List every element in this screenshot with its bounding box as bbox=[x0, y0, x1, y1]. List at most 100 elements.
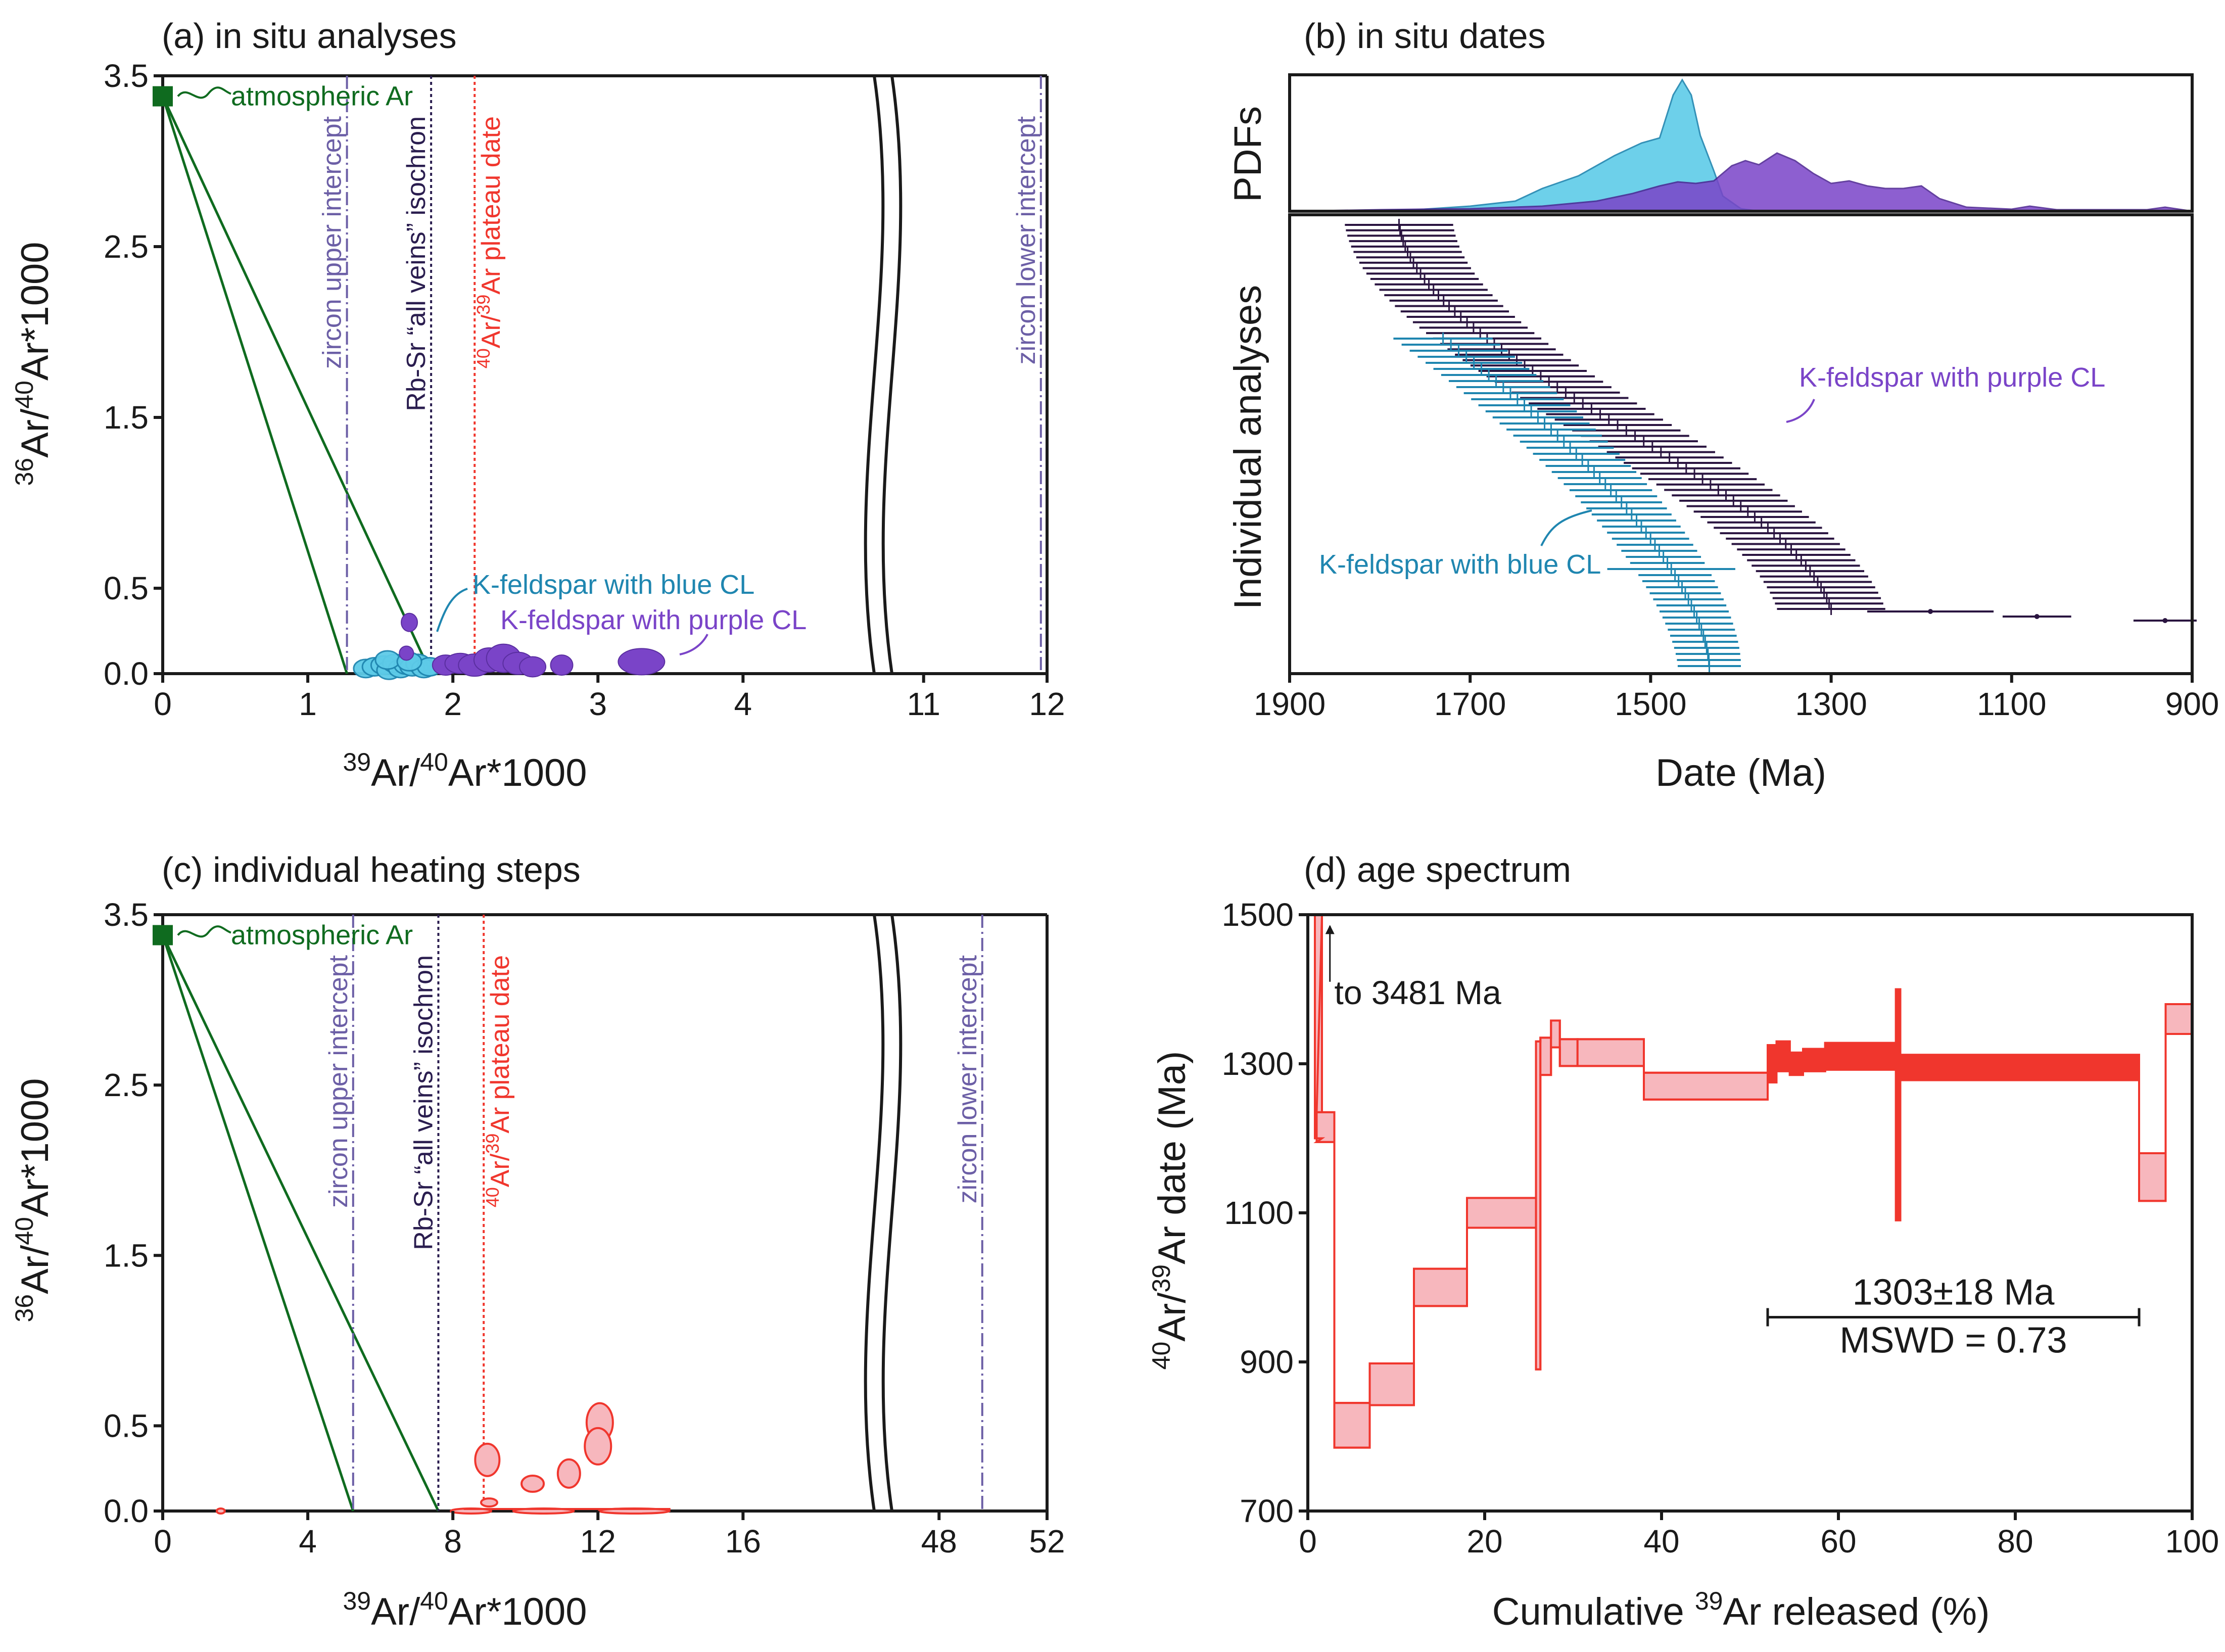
x-tick-label: 1500 bbox=[1615, 686, 1686, 722]
age-step bbox=[1576, 1038, 1645, 1067]
x-tick-label: 48 bbox=[921, 1523, 957, 1560]
y-tick-label: 700 bbox=[1240, 1493, 1294, 1529]
age-step bbox=[1824, 1042, 1897, 1071]
panel-b-ticks: 1900 1700 1500 1300 1100 900 bbox=[1254, 674, 2219, 722]
plateau-mswd-label: MSWD = 0.73 bbox=[1839, 1320, 2067, 1361]
heating-step-point bbox=[480, 1497, 498, 1508]
age-step bbox=[1899, 1054, 2140, 1081]
purple-cl-label: K-feldspar with purple CL bbox=[500, 605, 807, 635]
panel-d: (d) age spectrum to 3481 Ma 1303±18 Ma MSW… bbox=[1147, 850, 2219, 1633]
axis-break-left bbox=[864, 75, 885, 674]
age-step bbox=[1550, 1019, 1561, 1049]
mixing-line bbox=[161, 934, 440, 1512]
atmospheric-ar-leader bbox=[177, 925, 231, 938]
x-tick-label: 1 bbox=[299, 686, 317, 722]
y-tick-label: 2.5 bbox=[104, 1067, 149, 1103]
atmospheric-ar-label: atmospheric Ar bbox=[231, 81, 413, 112]
panel-b-pdf-label: PDFs bbox=[1226, 106, 1269, 202]
mixing-line bbox=[161, 96, 433, 675]
atmospheric-ar-label: atmospheric Ar bbox=[231, 920, 413, 950]
axis-break-left bbox=[864, 914, 885, 1512]
panel-c-marks: zircon upper intercept Rb-Sr “all veins” … bbox=[153, 915, 983, 1515]
x-tick-label: 8 bbox=[444, 1523, 462, 1560]
y-tick-label: 1100 bbox=[1224, 1195, 1294, 1231]
zircon-upper-intercept-label: zircon upper intercept bbox=[324, 955, 353, 1208]
purple-cl-point bbox=[519, 656, 547, 678]
blue-cl-label: K-feldspar with blue CL bbox=[1319, 549, 1601, 580]
age-step bbox=[1413, 1267, 1468, 1307]
purple-cl-point bbox=[399, 645, 414, 661]
age-step bbox=[1558, 1038, 1579, 1067]
x-tick-label: 3 bbox=[589, 686, 607, 722]
panel-d-ylabel: 40Ar/39Ar date (Ma) bbox=[1147, 1051, 1194, 1370]
purple-cl-point bbox=[2162, 618, 2168, 623]
arrow-note-label: to 3481 Ma bbox=[1335, 974, 1502, 1011]
heating-step-point bbox=[584, 1427, 612, 1466]
panel-a-title: (a) in situ analyses bbox=[162, 16, 457, 56]
plateau-age-label: 1303±18 Ma bbox=[1853, 1272, 2055, 1313]
pdf-purple-cl bbox=[1289, 152, 2193, 212]
x-tick-label: 0 bbox=[1299, 1523, 1317, 1560]
y-tick-label: 1300 bbox=[1222, 1046, 1294, 1082]
panel-a: (a) in situ analyses zircon upper interc… bbox=[10, 16, 1065, 794]
purple-cl-point bbox=[550, 654, 574, 676]
panel-a-marks: zircon upper intercept Rb-Sr “all veins” … bbox=[153, 76, 1042, 680]
mixing-line bbox=[161, 96, 348, 674]
y-tick-label: 3.5 bbox=[104, 896, 149, 933]
plateau-date-label: 40Ar/39Ar plateau date bbox=[482, 955, 515, 1207]
panel-c-ylabel: 36Ar/40Ar*1000 bbox=[10, 1078, 57, 1322]
age-step bbox=[1788, 1051, 1804, 1076]
zircon-lower-intercept-label: zircon lower intercept bbox=[953, 955, 982, 1203]
purple-cl-point bbox=[1928, 609, 1933, 614]
y-tick-label: 0.5 bbox=[104, 1407, 149, 1444]
x-tick-label: 1700 bbox=[1434, 686, 1506, 722]
x-tick-label: 0 bbox=[154, 686, 172, 722]
x-tick-label: 900 bbox=[2165, 686, 2219, 722]
atmospheric-ar-marker bbox=[153, 925, 173, 946]
blue-cl-point bbox=[374, 650, 401, 670]
individual-frame bbox=[1288, 213, 2194, 675]
x-tick-label: 40 bbox=[1643, 1523, 1679, 1560]
rbsr-isochron-label: Rb-Sr “all veins” isochron bbox=[409, 955, 438, 1250]
pdf-frame bbox=[1288, 73, 2194, 213]
panel-d-marks: to 3481 Ma 1303±18 Ma MSWD = 0.73 bbox=[1313, 914, 2193, 1449]
x-tick-label: 80 bbox=[1997, 1523, 2033, 1560]
panel-c: (c) individual heating steps zircon uppe… bbox=[10, 850, 1065, 1633]
blue-cl-leader bbox=[436, 588, 468, 632]
x-tick-label: 12 bbox=[580, 1523, 616, 1560]
x-tick-label: 4 bbox=[734, 686, 752, 722]
y-tick-label: 2.5 bbox=[104, 228, 149, 265]
panel-b-marks: K-feldspar with purple CL K-feldspar with… bbox=[1289, 78, 2197, 672]
panel-b-xlabel: Date (Ma) bbox=[1655, 751, 1826, 794]
heating-step-point bbox=[474, 1442, 501, 1477]
spectrum-outline-top bbox=[1315, 914, 2192, 1404]
x-tick-label: 1300 bbox=[1795, 686, 1867, 722]
x-tick-label: 1900 bbox=[1254, 686, 1325, 722]
purple-cl-point bbox=[2034, 614, 2040, 619]
x-tick-label: 11 bbox=[907, 686, 940, 722]
y-tick-label: 1500 bbox=[1222, 896, 1294, 933]
panel-d-title: (d) age spectrum bbox=[1304, 850, 1571, 889]
zircon-upper-intercept-label: zircon upper intercept bbox=[318, 116, 347, 369]
panel-b-frame bbox=[1288, 73, 2194, 675]
age-step bbox=[1775, 1040, 1791, 1072]
atmospheric-ar-marker bbox=[153, 86, 173, 107]
age-step bbox=[1643, 1071, 1769, 1101]
mixing-line bbox=[161, 934, 355, 1512]
panel-d-ticks: 0 20 40 60 80 100 700 900 1100 1300 1500 bbox=[1222, 896, 2219, 1560]
age-step bbox=[1767, 1044, 1778, 1083]
x-tick-label: 52 bbox=[1029, 1523, 1065, 1560]
axis-break-right bbox=[881, 75, 903, 674]
age-step bbox=[1466, 1197, 1537, 1229]
panel-a-ylabel: 36Ar/40Ar*1000 bbox=[10, 242, 57, 486]
purple-cl-leader bbox=[679, 634, 708, 655]
y-tick-label: 900 bbox=[1240, 1344, 1294, 1380]
x-tick-label: 12 bbox=[1029, 686, 1065, 722]
panel-c-xlabel: 39Ar/40Ar*1000 bbox=[343, 1587, 587, 1633]
plateau-date-label: 40Ar/39Ar plateau date bbox=[473, 116, 506, 368]
age-step bbox=[1333, 1402, 1371, 1449]
x-tick-label: 1100 bbox=[1977, 686, 2047, 722]
x-tick-label: 100 bbox=[2165, 1523, 2219, 1560]
age-step bbox=[1539, 1036, 1552, 1076]
